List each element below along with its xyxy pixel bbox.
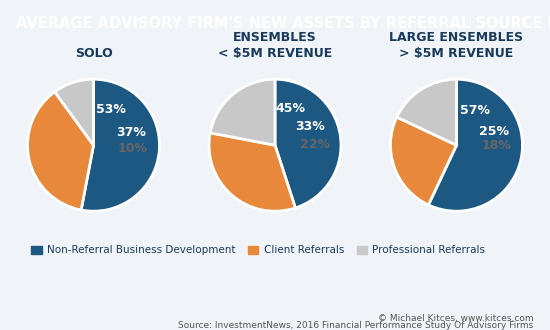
- Text: 53%: 53%: [96, 103, 126, 116]
- Title: LARGE ENSEMBLES
> $5M REVENUE: LARGE ENSEMBLES > $5M REVENUE: [389, 31, 524, 60]
- Wedge shape: [81, 79, 160, 211]
- Text: 18%: 18%: [481, 139, 511, 152]
- Text: 33%: 33%: [295, 120, 324, 133]
- Legend: Non-Referral Business Development, Client Referrals, Professional Referrals: Non-Referral Business Development, Clien…: [27, 241, 490, 260]
- Wedge shape: [390, 117, 456, 205]
- Wedge shape: [428, 79, 522, 211]
- Text: 22%: 22%: [300, 138, 329, 151]
- Wedge shape: [275, 79, 341, 208]
- Text: 25%: 25%: [478, 125, 509, 138]
- Text: © Michael Kitces, www.kitces.com: © Michael Kitces, www.kitces.com: [378, 314, 534, 323]
- Text: AVERAGE ADVISORY FIRM'S NEW ASSETS BY REFERRAL SOURCE IN 2015: AVERAGE ADVISORY FIRM'S NEW ASSETS BY RE…: [16, 16, 550, 31]
- Wedge shape: [210, 79, 275, 145]
- Wedge shape: [209, 133, 295, 211]
- Text: Source: InvestmentNews, 2016 Financial Performance Study Of Advisory Firms: Source: InvestmentNews, 2016 Financial P…: [178, 321, 534, 330]
- Wedge shape: [28, 92, 94, 210]
- Text: 45%: 45%: [275, 102, 305, 115]
- Text: 10%: 10%: [118, 142, 148, 155]
- Text: 57%: 57%: [460, 104, 491, 117]
- Text: 37%: 37%: [116, 126, 146, 139]
- Title: ENSEMBLES
< $5M REVENUE: ENSEMBLES < $5M REVENUE: [218, 31, 332, 60]
- Wedge shape: [397, 79, 456, 145]
- Title: SOLO: SOLO: [75, 47, 112, 60]
- Wedge shape: [54, 79, 94, 145]
